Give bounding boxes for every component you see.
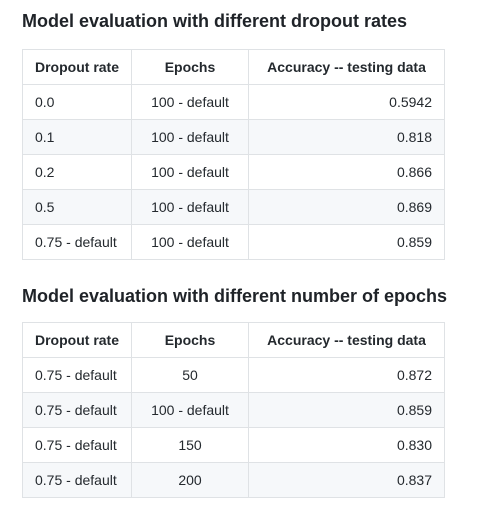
epochs-section-title: Model evaluation with different number o… <box>22 286 448 306</box>
dropout-rate-cell: 0.0 <box>22 84 132 120</box>
table-row: 0.75 - default 150 0.830 <box>22 427 445 463</box>
table-row: 0.2 100 - default 0.866 <box>22 154 445 190</box>
epochs-evaluation-table: Dropout rate Epochs Accuracy -- testing … <box>22 322 445 498</box>
dropout-rate-cell: 0.75 - default <box>22 392 132 428</box>
table-row: 0.75 - default 200 0.837 <box>22 462 445 498</box>
epochs-cell: 200 <box>131 462 249 498</box>
column-header-epochs: Epochs <box>131 322 249 358</box>
table-row: 0.75 - default 100 - default 0.859 <box>22 224 445 260</box>
dropout-rate-cell: 0.75 - default <box>22 224 132 260</box>
dropout-rate-cell: 0.5 <box>22 189 132 225</box>
table-row: 0.5 100 - default 0.869 <box>22 189 445 225</box>
dropout-evaluation-table: Dropout rate Epochs Accuracy -- testing … <box>22 49 445 260</box>
dropout-rate-cell: 0.1 <box>22 119 132 155</box>
table-row: 0.1 100 - default 0.818 <box>22 119 445 155</box>
dropout-rate-cell: 0.75 - default <box>22 462 132 498</box>
column-header-dropout-rate: Dropout rate <box>22 49 132 85</box>
accuracy-cell: 0.5942 <box>248 84 445 120</box>
column-header-epochs: Epochs <box>131 49 249 85</box>
column-header-dropout-rate: Dropout rate <box>22 322 132 358</box>
epochs-cell: 100 - default <box>131 392 249 428</box>
epochs-cell: 100 - default <box>131 84 249 120</box>
column-header-accuracy: Accuracy -- testing data <box>248 322 445 358</box>
epochs-cell: 150 <box>131 427 249 463</box>
epochs-cell: 100 - default <box>131 119 249 155</box>
accuracy-cell: 0.869 <box>248 189 445 225</box>
table-row: 0.75 - default 50 0.872 <box>22 357 445 393</box>
table-header-row: Dropout rate Epochs Accuracy -- testing … <box>22 322 445 358</box>
accuracy-cell: 0.837 <box>248 462 445 498</box>
accuracy-cell: 0.866 <box>248 154 445 190</box>
table-row: 0.0 100 - default 0.5942 <box>22 84 445 120</box>
accuracy-cell: 0.818 <box>248 119 445 155</box>
dropout-rate-cell: 0.75 - default <box>22 357 132 393</box>
epochs-cell: 100 - default <box>131 224 249 260</box>
dropout-section-title: Model evaluation with different dropout … <box>22 11 408 31</box>
table-header-row: Dropout rate Epochs Accuracy -- testing … <box>22 49 445 85</box>
epochs-cell: 50 <box>131 357 249 393</box>
accuracy-cell: 0.872 <box>248 357 445 393</box>
accuracy-cell: 0.830 <box>248 427 445 463</box>
column-header-accuracy: Accuracy -- testing data <box>248 49 445 85</box>
epochs-cell: 100 - default <box>131 189 249 225</box>
accuracy-cell: 0.859 <box>248 392 445 428</box>
table-row: 0.75 - default 100 - default 0.859 <box>22 392 445 428</box>
accuracy-cell: 0.859 <box>248 224 445 260</box>
epochs-cell: 100 - default <box>131 154 249 190</box>
dropout-rate-cell: 0.75 - default <box>22 427 132 463</box>
dropout-rate-cell: 0.2 <box>22 154 132 190</box>
